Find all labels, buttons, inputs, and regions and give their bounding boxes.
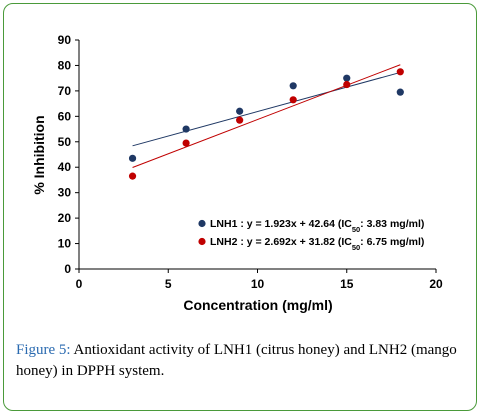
y-tick-label: 10 xyxy=(58,237,72,251)
data-points xyxy=(128,68,404,180)
lnh2-data-point xyxy=(182,139,190,147)
lnh1-data-point xyxy=(128,154,137,162)
chart: 0 10 20 30 40 50 60 70 80 90 0 5 10 15 20 LNH1 : y = 1… xyxy=(31,33,443,313)
y-tick-label: 0 xyxy=(64,262,71,276)
lnh2-data-point xyxy=(289,96,297,104)
lnh1-trendline xyxy=(132,71,401,147)
y-tick-label: 80 xyxy=(58,58,72,72)
lnh1-data-point xyxy=(289,82,297,90)
legend-equation: LNH1 : y = 1.923x + 42.64 (IC xyxy=(210,218,352,230)
legend-ic50: : 6.75 mg/ml) xyxy=(360,236,424,248)
lnh2-data-point xyxy=(343,80,351,89)
legend-equation: LNH2 : y = 2.692x + 31.82 (IC xyxy=(210,236,352,248)
x-tick-label: 15 xyxy=(340,277,354,291)
trendlines xyxy=(132,64,401,168)
lnh1-legend-marker xyxy=(198,219,206,228)
caption-text: Antioxidant activity of LNH1 (citrus hon… xyxy=(16,342,457,379)
lnh1-legend-entry: LNH1 : y = 1.923x + 42.64 (IC50: 3.83 mg… xyxy=(210,218,424,234)
legend: LNH1 : y = 1.923x + 42.64 (IC50: 3.83 mg… xyxy=(198,218,424,252)
caption-label: Figure 5: xyxy=(16,342,71,358)
lnh2-data-point xyxy=(396,68,404,76)
lnh1-data-point xyxy=(343,74,351,82)
tick-labels: 0 10 20 30 40 50 60 70 80 90 0 5 10 15 20 xyxy=(58,33,443,291)
lnh2-trendline xyxy=(132,64,401,168)
figure-frame xyxy=(3,3,477,411)
lnh1-data-point xyxy=(182,125,190,133)
y-tick-label: 70 xyxy=(58,84,72,98)
legend-subscript: 50 xyxy=(352,225,360,234)
y-tick-label: 50 xyxy=(58,135,72,149)
x-tick-label: 20 xyxy=(429,277,443,291)
lnh2-legend-marker xyxy=(198,237,206,246)
x-tick-label: 10 xyxy=(251,277,265,291)
x-tick-label: 5 xyxy=(165,277,172,291)
legend-ic50: : 3.83 mg/ml) xyxy=(360,218,424,230)
y-tick-label: 40 xyxy=(58,160,72,174)
y-tick-label: 90 xyxy=(58,33,72,47)
y-axis-label: % Inhibition xyxy=(31,115,47,194)
lnh1-data-point xyxy=(396,88,404,96)
lnh1-data-point xyxy=(236,107,244,115)
figure-caption: Figure 5: Antioxidant activity of LNH1 (… xyxy=(16,340,466,382)
y-tick-label: 60 xyxy=(58,109,72,123)
axes xyxy=(75,39,437,273)
y-tick-label: 30 xyxy=(58,186,72,200)
legend-subscript: 50 xyxy=(352,243,360,252)
y-tick-label: 20 xyxy=(58,211,72,225)
lnh2-legend-entry: LNH2 : y = 2.692x + 31.82 (IC50: 6.75 mg… xyxy=(210,236,424,252)
x-axis-label: Concentration (mg/ml) xyxy=(183,297,332,313)
x-tick-label: 0 xyxy=(76,277,83,291)
lnh2-data-point xyxy=(236,116,244,124)
lnh2-data-point xyxy=(128,172,137,180)
